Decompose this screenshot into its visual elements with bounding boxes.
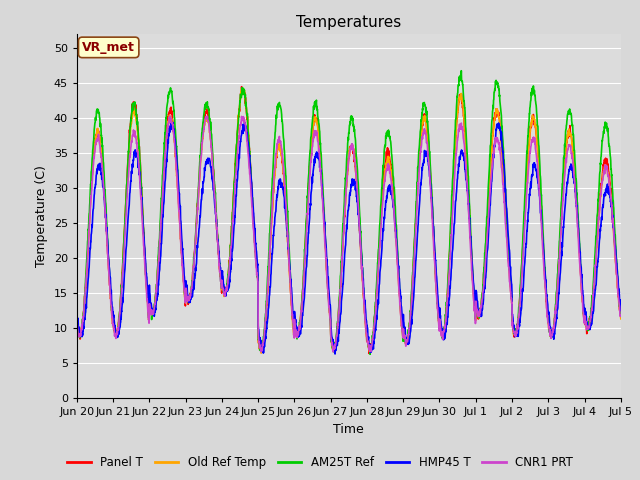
- CNR1 PRT: [329, 349, 337, 355]
- HMP45 T: [168, 119, 175, 124]
- HMP45 T: [584, 324, 592, 330]
- CNR1 PRT: [377, 228, 385, 234]
- Panel T: [377, 221, 385, 227]
- Panel T: [617, 314, 625, 320]
- Panel T: [584, 323, 592, 329]
- Panel T: [365, 342, 372, 348]
- X-axis label: Time: Time: [333, 423, 364, 436]
- HMP45 T: [73, 308, 81, 314]
- Panel T: [365, 350, 373, 356]
- Old Ref Temp: [508, 292, 515, 298]
- HMP45 T: [377, 263, 385, 269]
- CNR1 PRT: [365, 347, 372, 352]
- CNR1 PRT: [508, 296, 515, 302]
- Panel T: [225, 268, 232, 274]
- AM25T Ref: [365, 342, 372, 348]
- Line: AM25T Ref: AM25T Ref: [77, 71, 621, 354]
- CNR1 PRT: [225, 273, 232, 278]
- HMP45 T: [617, 308, 625, 313]
- Old Ref Temp: [73, 322, 81, 327]
- HMP45 T: [508, 277, 515, 283]
- CNR1 PRT: [73, 317, 81, 323]
- Old Ref Temp: [257, 350, 265, 356]
- HMP45 T: [225, 284, 232, 289]
- Title: Temperatures: Temperatures: [296, 15, 401, 30]
- HMP45 T: [365, 342, 372, 348]
- AM25T Ref: [376, 212, 384, 217]
- CNR1 PRT: [584, 324, 592, 329]
- AM25T Ref: [508, 288, 515, 294]
- Line: HMP45 T: HMP45 T: [77, 121, 621, 354]
- Y-axis label: Temperature (C): Temperature (C): [35, 165, 48, 267]
- Old Ref Temp: [225, 269, 232, 275]
- Line: Old Ref Temp: Old Ref Temp: [77, 89, 621, 353]
- CNR1 PRT: [617, 313, 625, 319]
- AM25T Ref: [617, 312, 625, 318]
- AM25T Ref: [73, 319, 81, 324]
- Old Ref Temp: [239, 86, 247, 92]
- CNR1 PRT: [570, 163, 577, 169]
- AM25T Ref: [570, 132, 577, 138]
- Old Ref Temp: [617, 316, 625, 322]
- Line: CNR1 PRT: CNR1 PRT: [77, 116, 621, 352]
- AM25T Ref: [225, 269, 232, 275]
- HMP45 T: [570, 175, 577, 180]
- Old Ref Temp: [570, 151, 577, 156]
- Old Ref Temp: [377, 225, 385, 230]
- CNR1 PRT: [166, 113, 173, 119]
- AM25T Ref: [584, 319, 592, 324]
- AM25T Ref: [366, 351, 374, 357]
- Text: VR_met: VR_met: [82, 41, 135, 54]
- Old Ref Temp: [584, 324, 592, 330]
- Old Ref Temp: [365, 340, 372, 346]
- Panel T: [237, 84, 245, 90]
- HMP45 T: [332, 351, 339, 357]
- Line: Panel T: Panel T: [77, 87, 621, 353]
- Panel T: [508, 293, 515, 299]
- Panel T: [73, 319, 81, 324]
- AM25T Ref: [458, 68, 465, 73]
- Legend: Panel T, Old Ref Temp, AM25T Ref, HMP45 T, CNR1 PRT: Panel T, Old Ref Temp, AM25T Ref, HMP45 …: [62, 452, 578, 474]
- Panel T: [570, 149, 577, 155]
